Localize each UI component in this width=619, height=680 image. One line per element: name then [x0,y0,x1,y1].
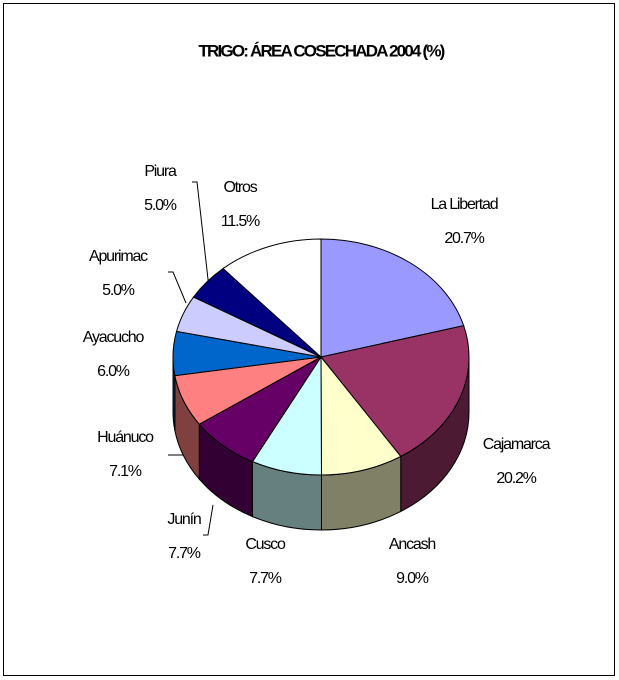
pie-slice [222,238,322,359]
slice-value-label: 5.0% [144,197,177,214]
slice-label: Cusco [245,536,286,553]
slice-label: Huánuco [97,429,154,446]
slice-value-label: 9.0% [396,570,429,587]
leader-line [192,181,210,289]
leader-line [203,504,214,536]
leader-line [168,271,187,304]
slice-value-label: 11.5% [221,213,260,230]
slice-value-label: 5.0% [102,282,135,299]
slice-value-label: 20.7% [444,230,484,247]
slice-label: Junín [167,511,200,528]
slice-label: Ayacucho [83,329,145,346]
slice-value-label: 20.2% [496,470,536,487]
slice-value-label: 7.1% [109,463,142,480]
slice-value-label: 7.7% [168,545,201,562]
pie-slice [320,238,465,358]
slice-value-label: 7.7% [249,570,282,587]
slice-label: La Libertad [431,196,498,213]
slice-label: Piura [144,163,177,180]
slice-label: Cajamarca [483,436,551,453]
pie-slice [320,355,402,476]
chart-title: TRIGO: ÁREA COSECHADA 2004 (%) [198,41,444,60]
slice-label: Ancash [389,536,435,553]
slice-label: Otros [223,179,257,196]
slice-value-label: 6.0% [97,363,130,380]
pie-slice [320,325,470,458]
slice-label: Apurimac [89,248,148,265]
